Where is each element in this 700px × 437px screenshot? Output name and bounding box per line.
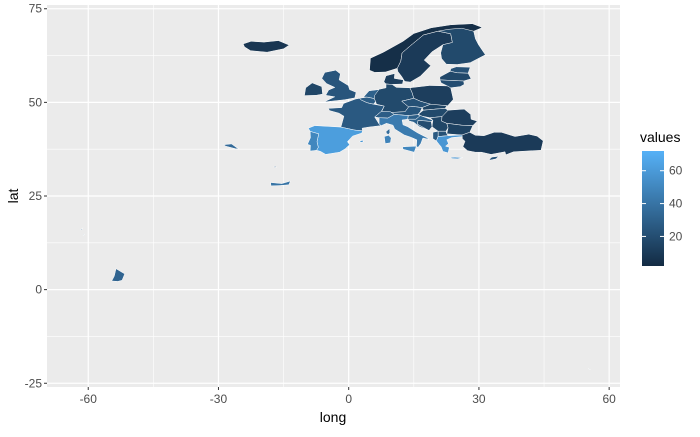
region-crete [450,156,464,160]
legend-title: values [640,129,680,145]
x-tick-label: -60 [80,392,98,406]
region-poland [409,85,454,106]
y-tick-label: -25 [25,376,43,390]
map-regions [80,23,591,371]
region-ireland [304,82,323,96]
region-madeira [273,166,277,168]
region-sardinia [384,135,392,144]
x-tick-label: 30 [472,392,486,406]
region-iceland [242,40,290,53]
x-tick-label: 0 [345,392,352,406]
legend-tick-label: 40 [669,197,683,211]
y-tick-label: 0 [35,283,42,297]
legend-tick-label: 20 [669,229,683,243]
region-greece [436,134,464,154]
x-tick-label: 60 [602,392,616,406]
region-portugal [307,130,319,152]
legend-ticks: 20 40 60 [642,164,683,243]
region-french-guiana [111,268,125,282]
region-canary-islands [270,180,291,187]
region-sweden [397,30,453,83]
y-axis-ticks: -25 0 25 50 75 [25,2,47,390]
legend-tick-label: 60 [669,164,683,178]
y-tick-label: 25 [29,189,43,203]
y-axis-title: lat [5,189,21,204]
region-france [328,98,385,132]
region-united-kingdom [321,69,357,103]
region-martinique [82,233,86,236]
x-axis-title: long [320,409,346,425]
legend: values 20 40 60 [640,129,683,266]
region-mallorca [358,139,364,143]
region-bosnia [417,120,433,131]
x-axis-ticks: -60 -30 0 30 60 [80,387,616,406]
region-turkey [461,132,544,156]
region-lithuania [439,79,465,89]
x-tick-label: -30 [210,392,228,406]
y-tick-label: 50 [29,95,43,109]
region-azores [223,143,240,150]
region-cyprus [488,156,499,161]
region-finland [437,27,486,65]
region-italy [378,114,430,148]
region-romania [441,108,478,126]
legend-colorbar [642,151,664,266]
region-corsica [385,128,391,135]
y-tick-label: 75 [29,2,43,16]
grid-major [47,5,620,387]
region-sicily [402,145,417,153]
region-reunion [588,368,591,371]
region-guadeloupe [80,227,84,231]
